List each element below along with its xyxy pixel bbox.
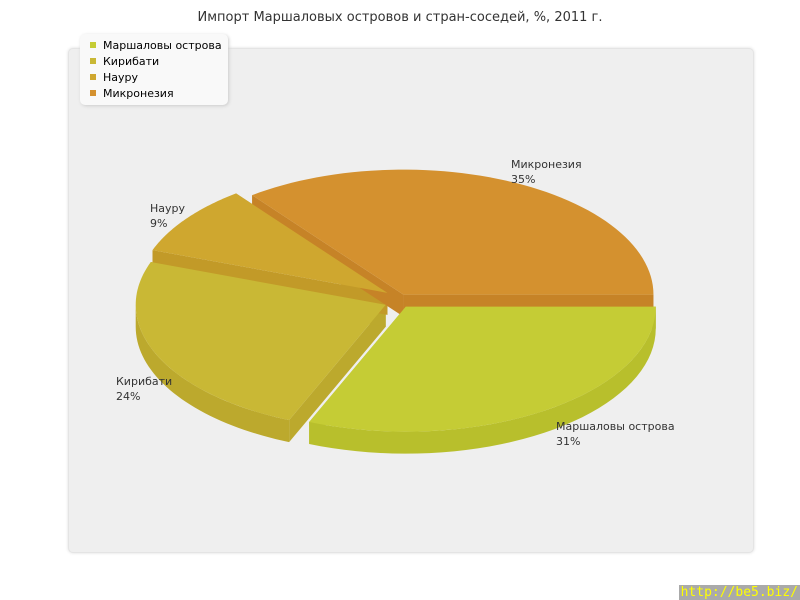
legend-swatch <box>90 74 96 80</box>
pie-slice[interactable] <box>152 193 388 293</box>
legend-swatch <box>90 58 96 64</box>
legend-label: Науру <box>103 70 139 84</box>
legend-item[interactable]: Науру <box>80 69 228 85</box>
slice-label-value: 24% <box>116 390 140 403</box>
slice-label-name: Маршаловы острова <box>556 420 675 433</box>
watermark-link[interactable]: http://be5.biz/ <box>678 585 800 600</box>
legend-item[interactable]: Маршаловы острова <box>80 37 228 53</box>
legend-swatch <box>90 42 96 48</box>
legend-item[interactable]: Кирибати <box>80 53 228 69</box>
legend-label: Микронезия <box>103 86 174 100</box>
chart-title: Импорт Маршаловых островов и стран-сосед… <box>197 10 603 25</box>
legend-swatch <box>90 90 96 96</box>
slice-side-wall <box>289 304 386 443</box>
legend-item[interactable]: Микронезия <box>80 85 228 101</box>
legend-label: Кирибати <box>103 54 160 68</box>
slice-label-value: 35% <box>511 173 535 186</box>
slice-label-value: 9% <box>150 217 167 230</box>
pie-slice[interactable] <box>135 262 386 421</box>
legend: Маршаловы острова Кирибати Науру Микронезия <box>80 34 228 105</box>
pie-slice[interactable] <box>252 169 654 295</box>
pie-slice[interactable] <box>309 306 656 432</box>
slice-label-name: Кирибати <box>116 375 172 388</box>
slice-label-value: 31% <box>556 435 580 448</box>
slice-outer-wall <box>135 304 290 443</box>
slice-outer-wall <box>309 306 656 454</box>
legend-label: Маршаловы острова <box>103 38 222 52</box>
slice-label-name: Науру <box>150 202 186 215</box>
slice-label-name: Микронезия <box>511 158 582 171</box>
